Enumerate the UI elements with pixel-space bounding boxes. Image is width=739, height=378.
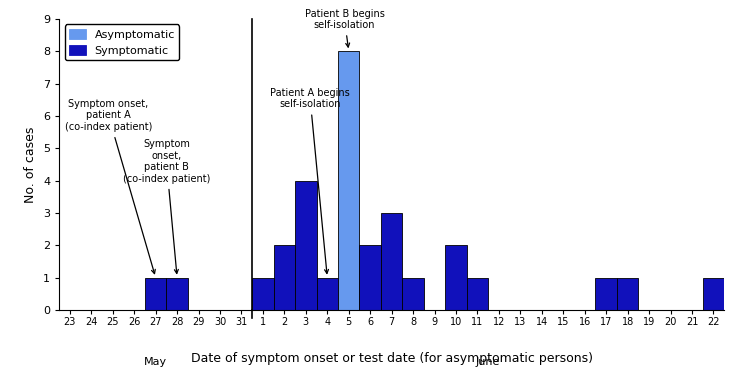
Legend: Asymptomatic, Symptomatic: Asymptomatic, Symptomatic — [65, 25, 180, 60]
Bar — [703, 277, 724, 310]
Text: Patient B begins
self-isolation: Patient B begins self-isolation — [304, 9, 384, 47]
Text: Symptom
onset,
patient B
(co-index patient): Symptom onset, patient B (co-index patie… — [123, 139, 210, 273]
X-axis label: Date of symptom onset or test date (for asymptomatic persons): Date of symptom onset or test date (for … — [191, 352, 593, 365]
Text: Patient A begins
self-isolation: Patient A begins self-isolation — [270, 88, 350, 273]
Y-axis label: No. of cases: No. of cases — [24, 126, 38, 203]
Bar — [295, 181, 316, 310]
Text: June: June — [476, 356, 500, 367]
Bar — [403, 277, 424, 310]
Bar — [359, 245, 381, 310]
Bar — [166, 277, 188, 310]
Bar — [617, 277, 638, 310]
Bar — [273, 245, 295, 310]
Text: May: May — [144, 356, 167, 367]
Bar — [252, 277, 273, 310]
Bar — [446, 245, 467, 310]
Bar — [596, 277, 617, 310]
Bar — [467, 277, 488, 310]
Bar — [145, 277, 166, 310]
Bar — [381, 213, 403, 310]
Bar — [338, 51, 359, 310]
Text: Symptom onset,
patient A
(co-index patient): Symptom onset, patient A (co-index patie… — [65, 99, 155, 274]
Bar — [316, 277, 338, 310]
